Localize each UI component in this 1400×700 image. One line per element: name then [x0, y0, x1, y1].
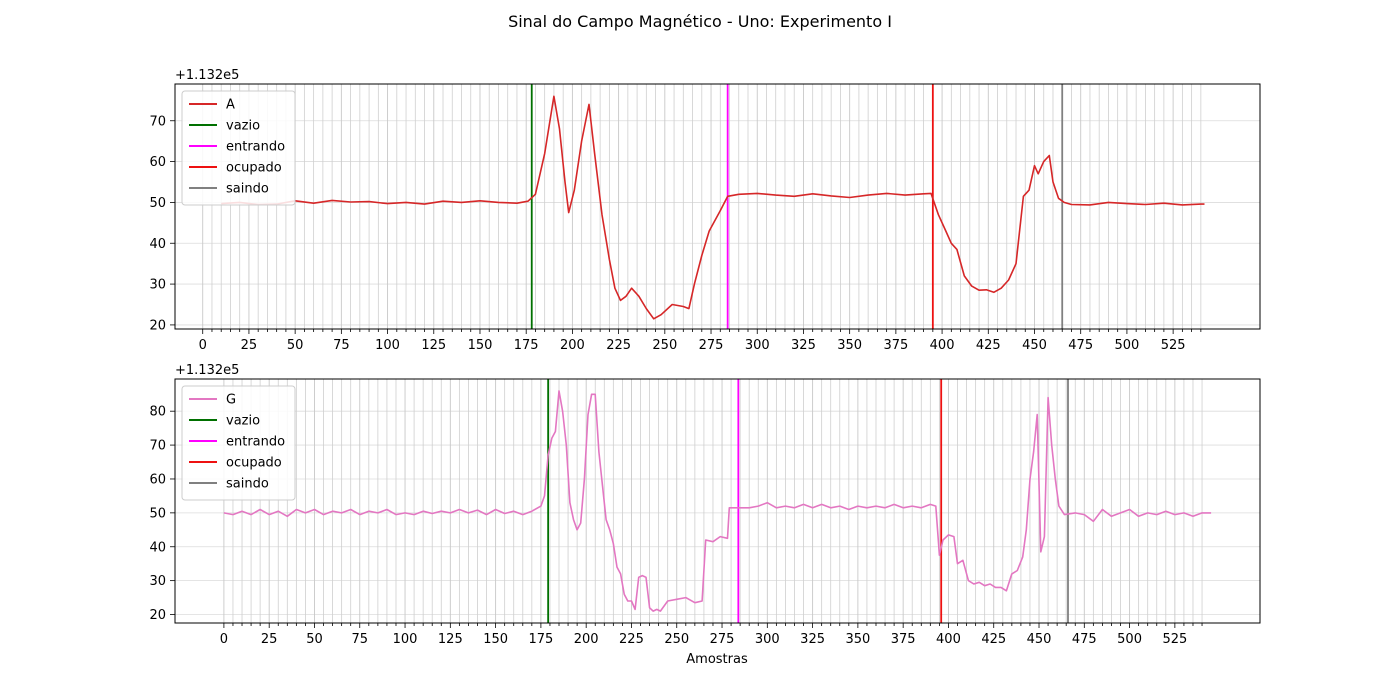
legend-label-entrando: entrando	[226, 140, 285, 155]
x-tick-label: 250	[664, 632, 689, 647]
x-axis-label: Amostras	[686, 652, 748, 667]
y-tick-label: 50	[149, 506, 166, 521]
x-tick-label: 225	[606, 338, 631, 353]
y-tick-label: 60	[149, 155, 166, 170]
x-tick-label: 275	[699, 338, 724, 353]
x-tick-label: 0	[199, 338, 207, 353]
y-tick-label: 50	[149, 196, 166, 211]
x-tick-label: 450	[1022, 338, 1047, 353]
x-tick-label: 25	[241, 338, 258, 353]
y-tick-label: 70	[149, 439, 166, 454]
x-tick-label: 250	[652, 338, 677, 353]
x-tick-label: 400	[930, 338, 955, 353]
x-tick-label: 300	[745, 338, 770, 353]
legend-label-saindo: saindo	[226, 477, 269, 492]
x-tick-label: 450	[1027, 632, 1052, 647]
series-line-G	[223, 390, 1212, 612]
subplot-top: +1.132e5 0 25 50 75 100 125 150 175 200 225 250 275…	[149, 68, 1261, 353]
x-tick-label: 50	[287, 338, 304, 353]
x-tick-label: 75	[351, 632, 368, 647]
y-tick-label: 40	[149, 237, 166, 252]
x-tick-label: 300	[755, 632, 780, 647]
x-tick-label: 100	[375, 338, 400, 353]
legend-label-entrando: entrando	[226, 435, 285, 450]
x-tick-label: 325	[800, 632, 825, 647]
plot-frame	[174, 378, 1261, 624]
figure-suptitle: Sinal do Campo Magnético - Uno: Experime…	[508, 12, 892, 31]
x-tick-label: 500	[1115, 338, 1140, 353]
offset-label-top: +1.132e5	[175, 68, 239, 83]
x-tick-label: 0	[220, 632, 228, 647]
series-group	[223, 379, 1212, 623]
x-tick-label: 25	[261, 632, 278, 647]
x-tick-label: 325	[791, 338, 816, 353]
y-tick-label: 20	[149, 608, 166, 623]
x-tick-label: 125	[438, 632, 463, 647]
legend-label-saindo: saindo	[226, 182, 269, 197]
y-tick-label: 30	[149, 574, 166, 589]
y-tick-label: 70	[149, 114, 166, 129]
y-axis: 20 30 40 50 60 70 80	[149, 405, 175, 623]
y-tick-label: 40	[149, 540, 166, 555]
legend-label-ocupado: ocupado	[226, 456, 282, 471]
x-tick-label: 500	[1117, 632, 1142, 647]
x-tick-label: 50	[306, 632, 323, 647]
x-tick-label: 275	[710, 632, 735, 647]
y-tick-label: 30	[149, 278, 166, 293]
y-tick-label: 20	[149, 318, 166, 333]
x-tick-label: 125	[421, 338, 446, 353]
x-tick-label: 100	[393, 632, 418, 647]
x-tick-label: 475	[1068, 338, 1093, 353]
x-tick-label: 475	[1072, 632, 1097, 647]
subplot-bottom: +1.132e5 Amostras 0 25 50 75 100 125 150 175 200…	[149, 363, 1261, 667]
offset-label-bottom: +1.132e5	[175, 363, 239, 378]
series-line-A	[221, 95, 1205, 320]
x-tick-label: 150	[468, 338, 493, 353]
x-tick-label: 200	[560, 338, 585, 353]
legend-label-ocupado: ocupado	[226, 161, 282, 176]
x-tick-label: 525	[1162, 632, 1187, 647]
legend-label-G: G	[226, 393, 236, 408]
y-axis: 20 30 40 50 60 70	[149, 114, 175, 333]
x-tick-label: 375	[883, 338, 908, 353]
legend-label-A: A	[226, 98, 235, 113]
x-tick-label: 75	[333, 338, 350, 353]
x-tick-label: 350	[837, 338, 862, 353]
grid-group	[175, 379, 1260, 623]
plot-frame	[174, 83, 1261, 330]
x-axis: 0 25 50 75 100 125 150 175 200 225 250 275 300 325 350…	[220, 623, 1203, 647]
y-tick-label: 60	[149, 472, 166, 487]
x-tick-label: 150	[483, 632, 508, 647]
x-tick-label: 400	[936, 632, 961, 647]
x-tick-label: 375	[891, 632, 916, 647]
legend-box	[181, 90, 296, 206]
grid-group	[175, 84, 1260, 329]
x-axis: 0 25 50 75 100 125 150 175 200 225 250 275 300 325 350…	[199, 329, 1202, 353]
x-tick-label: 175	[514, 338, 539, 353]
x-tick-label: 425	[976, 338, 1001, 353]
x-tick-label: 225	[619, 632, 644, 647]
x-tick-label: 175	[528, 632, 553, 647]
legend-label-vazio: vazio	[226, 414, 260, 429]
legend-label-vazio: vazio	[226, 119, 260, 134]
x-tick-label: 425	[981, 632, 1006, 647]
x-tick-label: 200	[574, 632, 599, 647]
x-tick-label: 350	[845, 632, 870, 647]
x-tick-label: 525	[1161, 338, 1186, 353]
y-tick-label: 80	[149, 405, 166, 420]
legend-box	[181, 385, 296, 501]
series-group	[221, 84, 1205, 329]
